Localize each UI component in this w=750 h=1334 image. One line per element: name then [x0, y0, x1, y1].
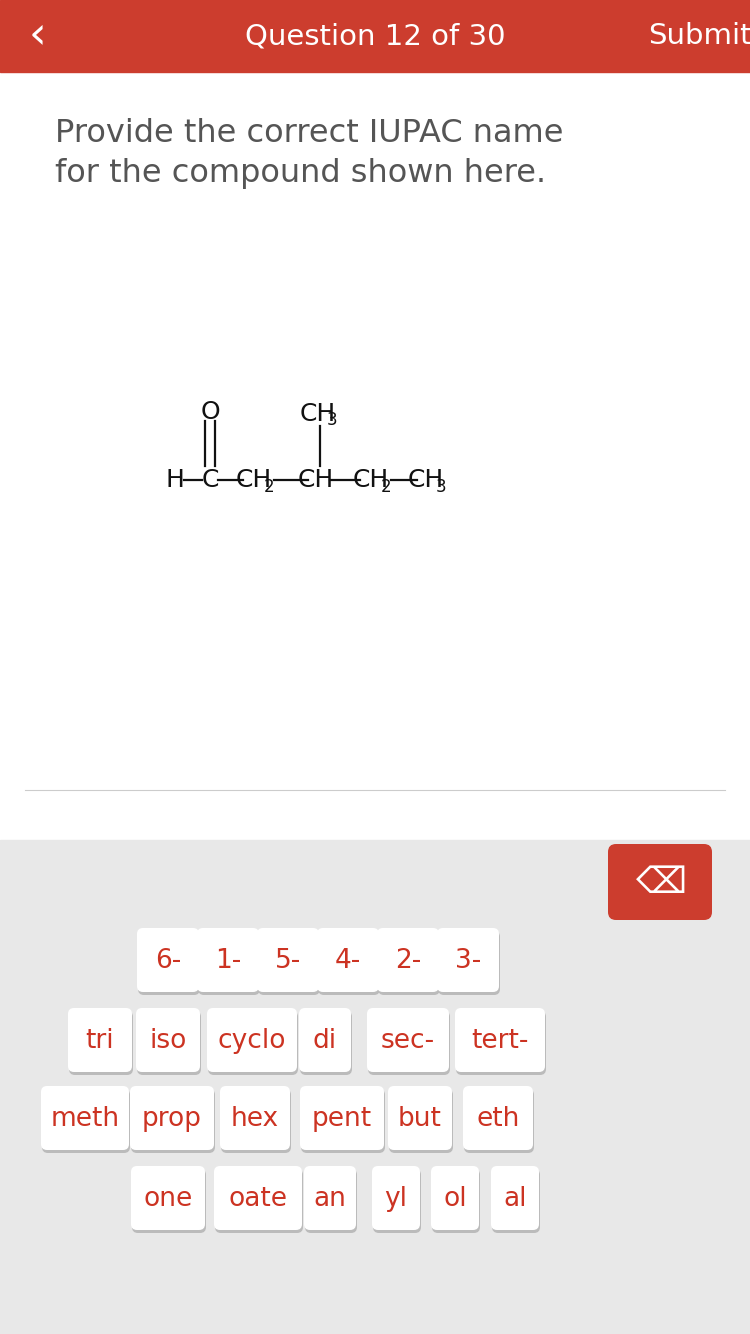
Text: oate: oate	[229, 1186, 287, 1213]
Text: meth: meth	[50, 1106, 119, 1133]
Text: 2-: 2-	[394, 948, 422, 974]
FancyBboxPatch shape	[215, 1169, 303, 1233]
FancyBboxPatch shape	[389, 1089, 453, 1153]
FancyBboxPatch shape	[368, 1011, 450, 1075]
FancyBboxPatch shape	[305, 1169, 357, 1233]
FancyBboxPatch shape	[317, 928, 379, 992]
FancyBboxPatch shape	[214, 1166, 302, 1230]
Text: tri: tri	[86, 1029, 114, 1054]
FancyBboxPatch shape	[132, 1169, 206, 1233]
Text: Provide the correct IUPAC name: Provide the correct IUPAC name	[55, 117, 563, 149]
FancyBboxPatch shape	[377, 928, 439, 992]
FancyBboxPatch shape	[198, 931, 260, 995]
FancyBboxPatch shape	[388, 1086, 452, 1150]
FancyBboxPatch shape	[69, 1011, 133, 1075]
Text: iso: iso	[149, 1029, 187, 1054]
Text: ⌫: ⌫	[637, 866, 688, 900]
FancyBboxPatch shape	[41, 1086, 129, 1150]
Text: but: but	[398, 1106, 442, 1133]
Text: 4-: 4-	[334, 948, 362, 974]
FancyBboxPatch shape	[299, 1009, 351, 1073]
Text: pent: pent	[312, 1106, 372, 1133]
FancyBboxPatch shape	[431, 1166, 479, 1230]
Text: 6-: 6-	[154, 948, 182, 974]
FancyBboxPatch shape	[464, 1089, 534, 1153]
FancyBboxPatch shape	[137, 928, 199, 992]
FancyBboxPatch shape	[257, 928, 319, 992]
Text: eth: eth	[476, 1106, 520, 1133]
Bar	[0, 840, 750, 1334]
FancyBboxPatch shape	[456, 1011, 546, 1075]
FancyBboxPatch shape	[197, 928, 259, 992]
FancyBboxPatch shape	[367, 1009, 449, 1073]
Text: C: C	[201, 468, 219, 492]
Text: di: di	[313, 1029, 337, 1054]
FancyBboxPatch shape	[301, 1089, 385, 1153]
Text: 2: 2	[264, 478, 274, 496]
FancyBboxPatch shape	[131, 1166, 205, 1230]
FancyBboxPatch shape	[491, 1166, 539, 1230]
Text: CH: CH	[352, 468, 389, 492]
Text: CH: CH	[298, 468, 334, 492]
Text: 3: 3	[327, 411, 338, 430]
FancyBboxPatch shape	[608, 844, 712, 920]
Text: sec-: sec-	[381, 1029, 435, 1054]
Text: tert-: tert-	[471, 1029, 529, 1054]
Text: hex: hex	[231, 1106, 279, 1133]
FancyBboxPatch shape	[432, 1169, 480, 1233]
Text: CH: CH	[300, 402, 336, 426]
FancyBboxPatch shape	[207, 1009, 297, 1073]
FancyBboxPatch shape	[138, 931, 200, 995]
FancyBboxPatch shape	[455, 1009, 545, 1073]
Text: one: one	[143, 1186, 193, 1213]
FancyBboxPatch shape	[300, 1011, 352, 1075]
Text: for the compound shown here.: for the compound shown here.	[55, 157, 546, 189]
Text: Submit: Submit	[648, 21, 750, 49]
FancyBboxPatch shape	[130, 1086, 214, 1150]
FancyBboxPatch shape	[208, 1011, 298, 1075]
FancyBboxPatch shape	[137, 1011, 201, 1075]
FancyBboxPatch shape	[437, 928, 499, 992]
Text: 3: 3	[436, 478, 446, 496]
FancyBboxPatch shape	[42, 1089, 130, 1153]
Text: ol: ol	[443, 1186, 466, 1213]
Text: an: an	[314, 1186, 346, 1213]
Text: CH: CH	[408, 468, 444, 492]
Text: ‹: ‹	[29, 15, 46, 57]
Text: yl: yl	[385, 1186, 407, 1213]
FancyBboxPatch shape	[68, 1009, 132, 1073]
FancyBboxPatch shape	[220, 1086, 290, 1150]
Text: H: H	[166, 468, 184, 492]
FancyBboxPatch shape	[378, 931, 440, 995]
FancyBboxPatch shape	[463, 1086, 533, 1150]
Text: 5-: 5-	[274, 948, 301, 974]
Text: al: al	[503, 1186, 526, 1213]
FancyBboxPatch shape	[372, 1166, 420, 1230]
Text: Question 12 of 30: Question 12 of 30	[244, 21, 506, 49]
Bar	[0, 0, 750, 72]
FancyBboxPatch shape	[300, 1086, 384, 1150]
FancyBboxPatch shape	[492, 1169, 540, 1233]
FancyBboxPatch shape	[318, 931, 380, 995]
Text: 3-: 3-	[454, 948, 482, 974]
Text: O: O	[200, 400, 220, 424]
FancyBboxPatch shape	[304, 1166, 356, 1230]
FancyBboxPatch shape	[373, 1169, 421, 1233]
FancyBboxPatch shape	[131, 1089, 215, 1153]
Text: 2: 2	[381, 478, 392, 496]
FancyBboxPatch shape	[136, 1009, 200, 1073]
FancyBboxPatch shape	[438, 931, 500, 995]
Text: 1-: 1-	[214, 948, 242, 974]
Text: CH: CH	[236, 468, 272, 492]
Text: prop: prop	[142, 1106, 202, 1133]
FancyBboxPatch shape	[258, 931, 320, 995]
Text: cyclo: cyclo	[217, 1029, 286, 1054]
FancyBboxPatch shape	[221, 1089, 291, 1153]
